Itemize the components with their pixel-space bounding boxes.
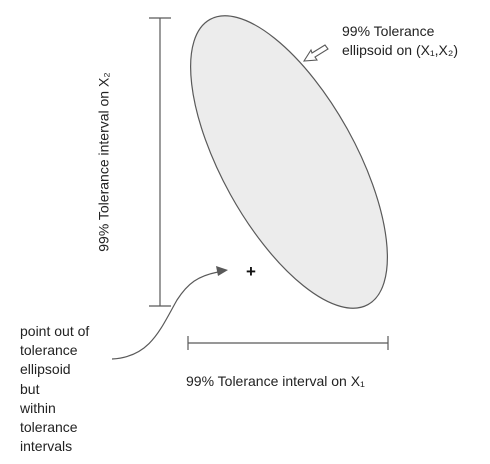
curved-arrow-icon <box>111 271 219 360</box>
point-annotation-line: but <box>20 380 40 397</box>
curved-arrow-head <box>216 266 228 276</box>
point-annotation-line: tolerance <box>20 419 78 436</box>
ellipsoid-label-line1: 99% Tolerance <box>342 23 435 39</box>
point-annotation-line: within <box>20 399 56 416</box>
point-annotation-line: ellipsoid <box>20 361 71 378</box>
x1-interval-bar <box>187 336 389 350</box>
hollow-arrow-icon <box>302 44 329 62</box>
point-annotation-line: point out of <box>20 323 90 339</box>
ellipsoid-label: 99% Tolerance ellipsoid on (X₁,X₂) <box>342 22 458 60</box>
point-annotation-line: tolerance <box>20 342 78 359</box>
point-annotation: point out of tolerance ellipsoid but wit… <box>20 322 120 456</box>
ellipsoid-label-line2: ellipsoid on (X₁,X₂) <box>342 42 458 58</box>
tolerance-ellipsoid <box>190 15 388 309</box>
x1-interval-label: 99% Tolerance interval on X₁ <box>186 373 365 389</box>
x2-interval-bar <box>149 17 171 307</box>
x2-interval-label: 99% Tolerance interval on X₂ <box>95 72 112 252</box>
point-marker: + <box>246 262 256 281</box>
point-annotation-line: intervals <box>20 438 73 455</box>
